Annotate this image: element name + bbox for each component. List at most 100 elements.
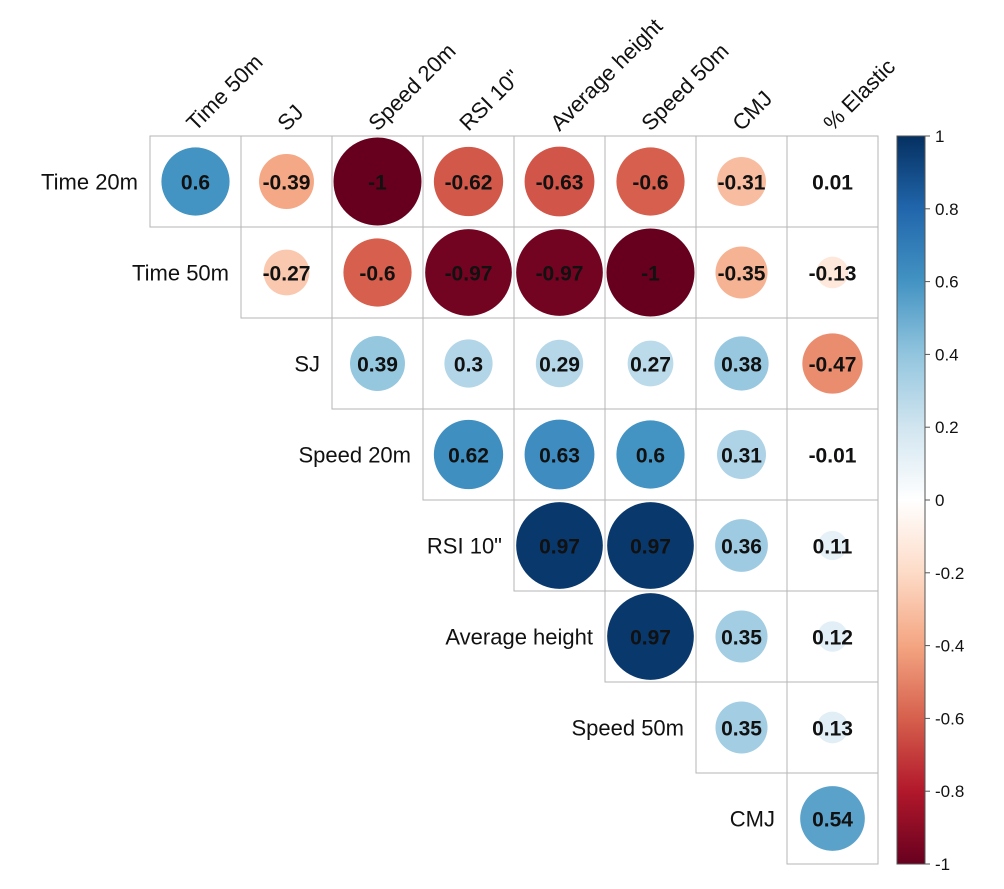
color-bar-tick-label: 0.6 [935,273,959,292]
value-label: 0.13 [812,718,853,741]
correlation-circle [616,147,685,216]
value-label: 0.6 [181,172,210,195]
correlation-circle [444,339,493,388]
correlation-circle [516,229,603,316]
row-label-time-50m: Time 50m [132,261,229,286]
correlation-circle [535,339,584,388]
row-label-sj: SJ [294,352,320,377]
value-label: -0.6 [359,263,395,286]
correlation-circle [817,621,848,652]
cell-grid [149,135,879,865]
column-label-sj: SJ [272,100,308,136]
correlation-circle [263,249,310,296]
value-label: -0.63 [536,172,584,195]
value-label: 0.11 [813,536,853,559]
correlation-circle [350,336,405,391]
correlation-circle [616,420,685,489]
value-label: -0.31 [718,172,766,195]
column-label-rsi-10: RSI 10" [454,65,525,136]
value-label: 0.6 [636,445,665,468]
column-label-time-50m: Time 50m [181,49,267,135]
value-label: 0.35 [721,718,762,741]
correlation-circle [259,154,314,209]
correlation-circle [524,146,595,217]
correlation-circle [715,246,768,299]
correlation-circle [627,340,674,387]
value-label: 0.62 [448,445,489,468]
row-label-speed-20m: Speed 20m [298,443,411,468]
color-bar-tick-label: 0 [935,491,944,510]
value-label: 0.31 [721,445,762,468]
column-label-speed-50m: Speed 50m [636,38,733,135]
value-label: -0.35 [718,263,766,286]
value-label: -0.27 [263,263,311,286]
row-label-time-20m: Time 20m [41,170,138,195]
column-label-cmj: CMJ [727,86,777,136]
value-label: 0.38 [721,354,762,377]
row-labels: Time 20m Time 50m SJ Speed 20m RSI 10" Averag… [41,170,775,832]
correlation-circle [802,333,863,394]
color-bar-tick-label: -0.2 [935,564,964,583]
correlation-circle [817,530,848,561]
row-label-speed-50m: Speed 50m [571,716,684,741]
correlation-circle [524,419,595,490]
correlation-circle [425,229,512,316]
correlation-circle [607,502,694,589]
color-bar-tick-label: 0.2 [935,418,959,437]
value-label: 0.01 [812,172,853,195]
column-label-speed-20m: Speed 20m [363,38,460,135]
value-label: 0.54 [812,809,853,832]
value-label: -0.47 [809,354,857,377]
row-label-rsi-10: RSI 10" [427,534,502,559]
correlation-circle [715,610,768,663]
correlation-circle [433,419,504,490]
value-label: 0.97 [630,627,671,650]
correlation-circle [715,701,768,754]
color-bar-tick-label: -1 [935,855,950,874]
value-label: -1 [641,263,660,286]
value-label: 0.39 [357,354,398,377]
value-labels: 0.6 -0.39 -1 -0.62 -0.63 -0.6 -0.31 0.01 -0.27 -0… [181,172,857,832]
value-label: 0.97 [539,536,580,559]
correlation-circle [343,238,412,307]
color-bar-tick-label: 0.4 [935,345,959,364]
value-label: 0.35 [721,627,762,650]
correlation-circle [816,711,849,744]
value-label: -0.39 [263,172,311,195]
color-bar-tick-label: -0.8 [935,782,964,801]
value-label: 0.3 [454,354,483,377]
correlation-circle [715,519,768,572]
row-label-average-height: Average height [445,625,593,650]
cell [786,135,879,228]
color-bar-tick-label: -0.6 [935,709,964,728]
value-label: -0.97 [536,263,584,286]
value-label: 0.63 [539,445,580,468]
color-bar-tick-label: 1 [935,127,944,146]
correlation-circle [714,336,769,391]
correlation-circle [607,593,694,680]
value-label: 0.27 [630,354,671,377]
value-label: 0.36 [721,536,762,559]
value-label: -0.13 [809,263,857,286]
correlation-circle [333,137,422,226]
column-label-elastic: % Elastic [818,54,900,136]
value-label: 0.12 [812,627,853,650]
correlation-circle [828,450,837,459]
correlation-circle [717,430,766,479]
color-bar-tick-label: 0.8 [935,200,959,219]
correlation-circle [606,228,695,317]
row-label-cmj: CMJ [730,807,775,832]
correlation-circle [828,177,837,186]
circle-marks [161,137,865,851]
color-bar-gradient [896,135,926,865]
value-label: -1 [368,172,387,195]
value-label: -0.97 [445,263,493,286]
value-label: 0.97 [630,536,671,559]
cell [695,226,788,319]
value-label: -0.6 [632,172,668,195]
correlation-circle [717,157,766,206]
color-bar-ticks: 1 0.8 0.6 0.4 0.2 0 -0.2 -0.4 -0.6 -0.8 -1 [925,127,964,874]
correlation-circle [433,146,504,217]
